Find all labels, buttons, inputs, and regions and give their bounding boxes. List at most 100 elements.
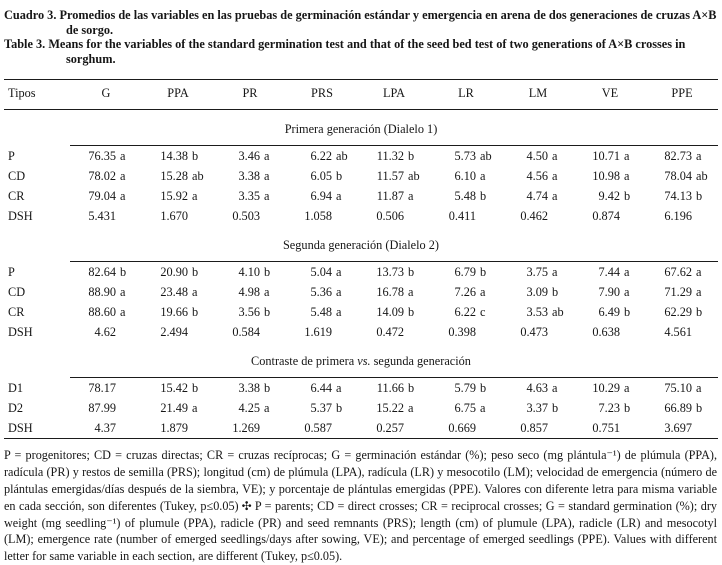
value-cell: 4.50 a	[502, 145, 574, 167]
value-cell: 11.57 ab	[376, 168, 420, 183]
row-label: DSH	[8, 324, 33, 339]
value-cell: 7.44 a	[574, 261, 646, 283]
row-label: DSH	[8, 208, 33, 223]
table-row: D1 78.17 15.42 b 3.38 b 6.44 a 11.66 b 5.79 b 4.63 a 1…	[4, 377, 718, 399]
value-cell: 66.89 b	[664, 400, 703, 415]
value-cell: 13.73 b	[358, 261, 430, 283]
row-label: D1	[8, 380, 24, 395]
table-caption-block: Cuadro 3. Promedios de las variables en …	[4, 8, 717, 66]
value-cell: 4.56 a	[526, 168, 558, 183]
footnote-spanish: P = progenitores; CD = cruzas directas; …	[4, 448, 717, 513]
value-cell: 4.561	[664, 324, 692, 339]
column-header: LR	[430, 79, 502, 111]
value-cell: 6.44 a	[286, 377, 358, 399]
value-cell: 0.503	[232, 208, 260, 223]
value-cell: 15.22 a	[376, 400, 414, 415]
value-cell: 4.63 a	[502, 377, 574, 399]
table-body: Primera generación (Dialelo 1) P 76.35 a 14.…	[4, 110, 718, 439]
value-cell: 0.584	[232, 324, 260, 339]
section-title: Contraste de primera vs. segunda generac…	[251, 354, 471, 369]
footnote-separator-icon: ✣	[241, 498, 252, 513]
section-title-row: Primera generación (Dialelo 1)	[4, 110, 718, 146]
value-cell: 3.697	[664, 420, 692, 435]
value-cell: 9.42 b	[598, 188, 631, 203]
value-cell: 74.13 b	[664, 188, 703, 203]
table-row: DSH 5.431 1.670 0.503 1.058 0.506 0.411 0.462 0.…	[4, 206, 718, 226]
value-cell: 1.269	[232, 420, 260, 435]
value-cell: 4.98 a	[238, 284, 270, 299]
value-cell: 11.87 a	[376, 188, 414, 203]
value-cell: 15.28 ab	[160, 168, 204, 183]
value-cell: 82.73 a	[646, 145, 718, 167]
value-cell: 2.494	[160, 324, 188, 339]
table-row: P 76.35 a 14.38 b 3.46 a 6.22 ab 11.32 b 5.73 ab 4.50…	[4, 145, 718, 167]
value-cell: 4.10 b	[214, 261, 286, 283]
value-cell: 20.90 b	[142, 261, 214, 283]
value-cell: 10.29 a	[574, 377, 646, 399]
table-row: CD 88.90 a 23.48 a 4.98 a 5.36 a 16.78 a 7.26 a 3.09 b…	[4, 282, 718, 302]
value-cell: 3.38 a	[238, 168, 270, 183]
table-row: P 82.64 b 20.90 b 4.10 b 5.04 a 13.73 b 6.79 b 3.75 a 7…	[4, 261, 718, 283]
value-cell: 5.37 b	[310, 400, 343, 415]
value-cell: 0.472	[376, 324, 404, 339]
value-cell: 6.94 a	[310, 188, 342, 203]
value-cell: 76.35 a	[70, 145, 142, 167]
section-title: Primera generación (Dialelo 1)	[284, 122, 438, 137]
value-cell: 1.670	[160, 208, 188, 223]
row-label: CD	[8, 168, 26, 183]
value-cell: 11.32 b	[358, 145, 430, 167]
table-row: DSH 4.62 2.494 0.584 1.619 0.472 0.398 0.473 0.6…	[4, 322, 718, 342]
value-cell: 19.66 b	[160, 304, 199, 319]
value-cell: 1.879	[160, 420, 188, 435]
row-label-header: Tipos	[4, 79, 70, 111]
value-cell: 3.35 a	[238, 188, 270, 203]
caption-spanish-text: Promedios de las variables en las prueba…	[59, 8, 717, 37]
value-cell: 6.22 c	[454, 304, 486, 319]
value-cell: 5.73 ab	[430, 145, 502, 167]
value-cell: 0.751	[592, 420, 620, 435]
value-cell: 67.62 a	[646, 261, 718, 283]
value-cell: 78.02 a	[88, 168, 126, 183]
section-title-row: Segunda generación (Dialelo 2)	[4, 226, 718, 262]
value-cell: 0.411	[448, 208, 476, 223]
table-row: DSH 4.37 1.879 1.269 0.587 0.257 0.669 0.857 0.7…	[4, 418, 718, 439]
value-cell: 0.398	[448, 324, 476, 339]
value-cell: 7.23 b	[598, 400, 631, 415]
value-cell: 15.42 b	[142, 377, 214, 399]
value-cell: 71.29 a	[664, 284, 702, 299]
value-cell: 3.38 b	[214, 377, 286, 399]
value-cell: 1.619	[304, 324, 332, 339]
value-cell: 6.05 b	[310, 168, 343, 183]
footnote-english: P = parents; CD = direct crosses; CR = r…	[4, 498, 717, 564]
table-row: CR 88.60 a 19.66 b 3.56 b 5.48 a 14.09 b 6.22 c 3.53 a…	[4, 302, 718, 322]
value-cell: 16.78 a	[376, 284, 414, 299]
row-label: CD	[8, 284, 26, 299]
value-cell: 0.473	[520, 324, 548, 339]
value-cell: 4.25 a	[238, 400, 270, 415]
value-cell: 15.92 a	[160, 188, 198, 203]
value-cell: 87.99	[88, 400, 116, 415]
value-cell: 11.66 b	[358, 377, 430, 399]
value-cell: 5.48 a	[310, 304, 342, 319]
value-cell: 4.37	[94, 420, 116, 435]
value-cell: 23.48 a	[160, 284, 198, 299]
table-row: CD 78.02 a 15.28 ab 3.38 a 6.05 b 11.57 ab 6.10 a 4.5…	[4, 166, 718, 186]
value-cell: 5.04 a	[286, 261, 358, 283]
value-cell: 3.53 ab	[526, 304, 564, 319]
value-cell: 6.49 b	[598, 304, 631, 319]
value-cell: 0.257	[376, 420, 404, 435]
value-cell: 3.46 a	[214, 145, 286, 167]
value-cell: 0.462	[520, 208, 548, 223]
caption-spanish: Cuadro 3. Promedios de las variables en …	[4, 8, 717, 37]
value-cell: 7.26 a	[454, 284, 486, 299]
column-header: VE	[574, 79, 646, 111]
value-cell: 5.48 b	[454, 188, 487, 203]
section-title-row: Contraste de primera vs. segunda generac…	[4, 342, 718, 378]
value-cell: 62.29 b	[664, 304, 703, 319]
caption-english-text: Means for the variables of the standard …	[48, 37, 686, 66]
value-cell: 21.49 a	[160, 400, 198, 415]
table-row: CR 79.04 a 15.92 a 3.35 a 6.94 a 11.87 a 5.48 b 4.74 a…	[4, 186, 718, 206]
row-label: DSH	[8, 420, 33, 435]
value-cell: 0.874	[592, 208, 620, 223]
